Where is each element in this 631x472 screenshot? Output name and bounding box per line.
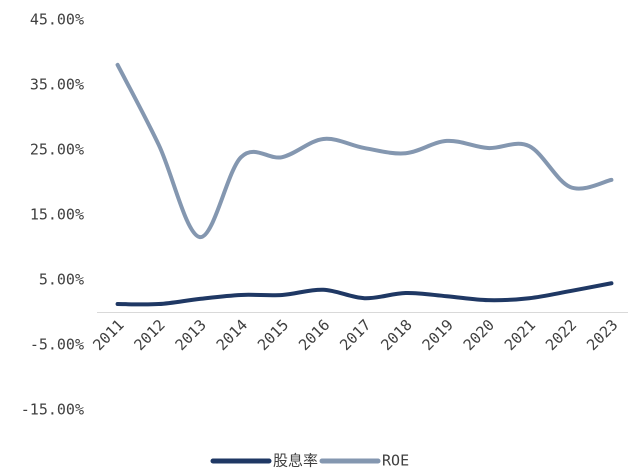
line-series (115, 281, 614, 307)
y-tick-label: -15.00% (21, 401, 84, 419)
x-tick-label: 2017 (336, 316, 374, 354)
x-tick-label: 2014 (213, 316, 251, 354)
legend-label: ROE (382, 452, 409, 470)
y-tick-label: -5.00% (30, 336, 84, 354)
y-tick-label: 35.00% (30, 76, 84, 94)
x-tick-label: 2023 (583, 316, 621, 354)
x-tick-label: 2021 (501, 316, 539, 354)
x-tick-label: 2013 (172, 316, 210, 354)
y-tick-label: 5.00% (39, 271, 84, 289)
x-tick-label: 2018 (377, 316, 415, 354)
x-tick-label: 2016 (295, 316, 333, 354)
line-series (115, 62, 614, 240)
y-tick-label: 25.00% (30, 141, 84, 159)
x-tick-label: 2022 (542, 316, 580, 354)
x-tick-label: 2015 (254, 316, 292, 354)
legend-label: 股息率 (273, 452, 318, 470)
y-tick-label: 45.00% (30, 11, 84, 29)
x-tick-label: 2011 (89, 316, 127, 354)
x-tick-label: 2019 (419, 316, 457, 354)
x-tick-label: 2012 (130, 316, 168, 354)
y-tick-label: 15.00% (30, 206, 84, 224)
x-tick-label: 2020 (460, 316, 498, 354)
